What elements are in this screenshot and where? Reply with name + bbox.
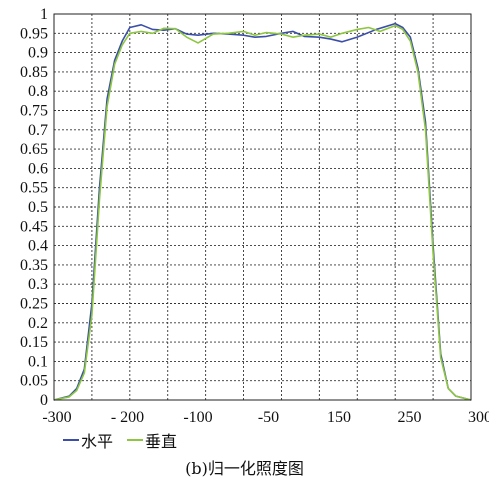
legend-item-vertical: 垂直 — [127, 428, 177, 452]
figure-caption: (b)归一化照度图 — [185, 459, 304, 478]
legend-label-vertical: 垂直 — [145, 432, 178, 451]
legend-label-horizontal: 水平 — [81, 432, 114, 451]
y-tick-label: 0.05 — [20, 373, 48, 390]
y-tick-label: 0.9 — [28, 45, 48, 62]
y-tick-label: 1 — [40, 6, 48, 23]
legend: 水平 垂直 — [63, 428, 177, 452]
series-line-horizontal — [53, 22, 472, 401]
x-tick-label: 300 — [468, 409, 489, 426]
y-tick-label: 0.4 — [28, 238, 48, 255]
y-tick-label: 0.95 — [20, 25, 48, 42]
y-tick-label: 0.1 — [28, 353, 48, 370]
tick-labels: 0 0.05 0.1 0.15 0.2 0.25 0.3 0.35 0.4 0.45 0.5 0.55… — [20, 6, 489, 426]
y-tick-label: 0.75 — [20, 103, 48, 120]
legend-swatch-vertical — [127, 439, 144, 441]
x-tick-label: 150 — [327, 409, 351, 426]
y-tick-label: 0.7 — [28, 122, 48, 139]
y-tick-label: 0.35 — [20, 257, 48, 274]
y-tick-label: 0.85 — [20, 64, 48, 81]
y-tick-label: 0.25 — [20, 296, 48, 313]
y-tick-label: 0.2 — [28, 315, 48, 332]
y-tick-label: 0.65 — [20, 141, 48, 158]
y-tick-label: 0.6 — [28, 160, 48, 177]
x-tick-label: - 200 — [111, 409, 144, 426]
y-tick-label: 0.15 — [20, 334, 48, 351]
y-tick-label: 0.55 — [20, 180, 48, 197]
plot-frame — [53, 13, 472, 401]
x-tick-label: -300 — [42, 409, 71, 426]
series-lines — [53, 22, 472, 401]
x-tick-label: -50 — [258, 409, 279, 426]
grid — [54, 14, 471, 400]
y-tick-label: 0.8 — [28, 83, 48, 100]
series-line-vertical — [53, 24, 472, 401]
x-tick-label: 250 — [398, 409, 422, 426]
legend-item-horizontal: 水平 — [63, 428, 113, 452]
x-tick-label: -100 — [183, 409, 212, 426]
y-tick-label: 0.3 — [28, 276, 48, 293]
y-tick-label: 0 — [40, 392, 48, 409]
y-tick-label: 0.45 — [20, 218, 48, 235]
y-tick-label: 0.5 — [28, 199, 48, 216]
legend-swatch-horizontal — [63, 439, 79, 441]
